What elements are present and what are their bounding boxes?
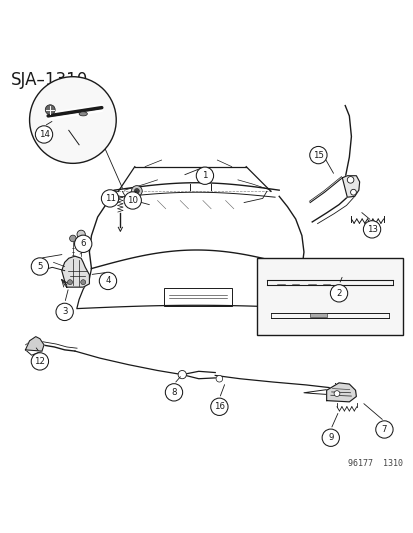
- Circle shape: [29, 77, 116, 163]
- Circle shape: [134, 189, 139, 193]
- Circle shape: [210, 398, 228, 415]
- Text: 3: 3: [62, 308, 67, 317]
- Circle shape: [45, 105, 55, 115]
- Text: 16: 16: [214, 402, 224, 411]
- Circle shape: [56, 303, 73, 320]
- Circle shape: [350, 189, 356, 195]
- Circle shape: [31, 258, 48, 275]
- Polygon shape: [342, 176, 359, 197]
- Circle shape: [196, 167, 213, 184]
- Text: 6: 6: [80, 239, 86, 248]
- Circle shape: [131, 185, 142, 196]
- Circle shape: [74, 235, 92, 253]
- Circle shape: [321, 429, 339, 447]
- Circle shape: [69, 235, 76, 242]
- Text: 4: 4: [105, 277, 110, 286]
- Circle shape: [77, 230, 85, 238]
- Circle shape: [101, 190, 119, 207]
- Circle shape: [363, 221, 380, 238]
- Text: 2: 2: [335, 289, 341, 298]
- Polygon shape: [62, 256, 89, 287]
- Text: 14: 14: [38, 130, 50, 139]
- Circle shape: [35, 126, 52, 143]
- Circle shape: [216, 375, 222, 382]
- Text: 11: 11: [104, 194, 115, 203]
- Text: 10: 10: [127, 196, 138, 205]
- Polygon shape: [326, 383, 356, 402]
- Text: 15: 15: [312, 151, 323, 159]
- Bar: [256, 259, 402, 335]
- Text: 7: 7: [381, 425, 386, 434]
- Text: 8: 8: [171, 388, 176, 397]
- Text: 9: 9: [328, 433, 332, 442]
- Text: 1: 1: [202, 171, 207, 180]
- Circle shape: [347, 176, 353, 183]
- Polygon shape: [25, 337, 44, 351]
- Circle shape: [31, 353, 48, 370]
- Bar: [163, 288, 231, 306]
- Bar: [309, 313, 326, 317]
- Ellipse shape: [79, 112, 87, 116]
- Circle shape: [333, 391, 339, 397]
- Circle shape: [375, 421, 392, 438]
- Circle shape: [178, 370, 186, 379]
- Text: 12: 12: [34, 357, 45, 366]
- Text: 5: 5: [37, 262, 43, 271]
- Circle shape: [81, 280, 85, 285]
- Circle shape: [330, 285, 347, 302]
- Circle shape: [67, 280, 72, 285]
- Circle shape: [99, 272, 116, 289]
- Circle shape: [124, 192, 141, 209]
- Circle shape: [165, 384, 182, 401]
- Circle shape: [309, 147, 326, 164]
- Text: SJA–1310: SJA–1310: [11, 70, 88, 88]
- Text: 13: 13: [366, 225, 377, 234]
- Text: 96177  1310: 96177 1310: [347, 459, 402, 468]
